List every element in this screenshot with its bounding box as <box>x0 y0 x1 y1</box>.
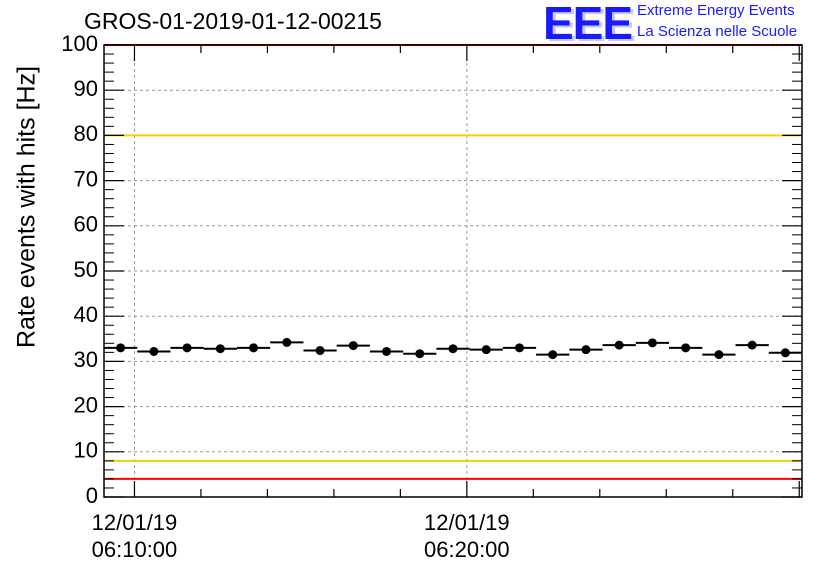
y-tick-label: 10 <box>74 438 98 463</box>
data-point <box>282 337 292 347</box>
data-point <box>415 349 425 359</box>
data-point <box>348 341 358 351</box>
y-tick-label: 20 <box>74 392 98 417</box>
logo-line-1: Extreme Energy Events <box>637 2 795 19</box>
data-point <box>315 346 325 356</box>
data-point <box>681 343 691 353</box>
data-point <box>116 343 126 353</box>
data-point <box>581 345 591 355</box>
x-tick-label-date: 12/01/19 <box>424 510 510 535</box>
y-tick-label: 90 <box>74 76 98 101</box>
eee-logo: EEE EEE Extreme Energy Events La Scienza… <box>543 0 833 51</box>
data-point <box>714 350 724 360</box>
y-tick-label: 70 <box>74 166 98 191</box>
x-tick-label-time: 06:20:00 <box>424 537 510 562</box>
reference-lines <box>104 44 802 480</box>
y-tick-label: 50 <box>74 257 98 282</box>
data-point <box>780 348 790 358</box>
y-tick-label: 0 <box>86 483 98 508</box>
data-point <box>382 346 392 356</box>
logo-line-2: La Scienza nelle Scuole <box>637 23 798 40</box>
data-point <box>149 346 159 356</box>
data-point <box>647 338 657 348</box>
y-tick-label: 60 <box>74 212 98 237</box>
chart-title: GROS-01-2019-01-12-00215 <box>84 8 382 34</box>
data-point <box>514 343 524 353</box>
data-point <box>481 345 491 355</box>
data-point <box>614 340 624 350</box>
data-point <box>548 350 558 360</box>
grid-lines <box>104 45 802 497</box>
data-point <box>249 343 259 353</box>
y-axis: 0 10 20 30 40 50 60 70 80 90 100 <box>61 31 802 508</box>
data-point <box>215 344 225 354</box>
x-tick-label-time: 06:10:00 <box>92 537 178 562</box>
eee-logo-mark: EEE EEE <box>543 0 636 51</box>
data-point <box>448 344 458 354</box>
y-tick-label: 100 <box>61 31 98 56</box>
y-tick-label: 40 <box>74 302 98 327</box>
x-tick-label-date: 12/01/19 <box>92 510 178 535</box>
y-tick-label: 80 <box>74 121 98 146</box>
data-point <box>747 340 757 350</box>
data-series <box>104 337 802 360</box>
y-tick-label: 30 <box>74 347 98 372</box>
data-point <box>182 343 192 353</box>
y-axis-label: Rate events with hits [Hz] <box>13 66 41 348</box>
